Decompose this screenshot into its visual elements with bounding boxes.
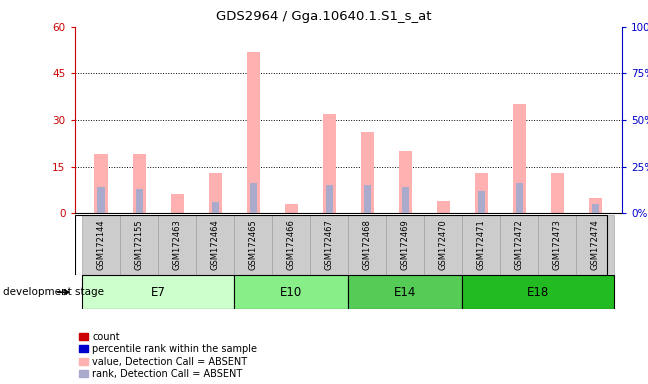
FancyBboxPatch shape	[349, 215, 386, 275]
FancyBboxPatch shape	[158, 215, 196, 275]
Bar	[95, 154, 108, 213]
Text: E7: E7	[151, 286, 166, 299]
Text: development stage: development stage	[3, 287, 104, 297]
Text: GSM172468: GSM172468	[363, 219, 372, 270]
FancyBboxPatch shape	[82, 215, 120, 275]
FancyBboxPatch shape	[424, 215, 463, 275]
FancyBboxPatch shape	[272, 215, 310, 275]
Text: GSM172469: GSM172469	[401, 219, 410, 270]
FancyBboxPatch shape	[577, 215, 614, 275]
Bar	[478, 191, 485, 213]
FancyBboxPatch shape	[349, 275, 463, 309]
Bar	[135, 189, 143, 213]
Bar	[589, 198, 602, 213]
FancyBboxPatch shape	[310, 215, 349, 275]
Text: GSM172474: GSM172474	[591, 219, 600, 270]
Text: GSM172472: GSM172472	[515, 219, 524, 270]
Text: E18: E18	[527, 286, 550, 299]
Text: E10: E10	[280, 286, 303, 299]
Bar	[284, 204, 298, 213]
FancyBboxPatch shape	[234, 275, 349, 309]
Bar	[249, 183, 257, 213]
Bar	[592, 204, 599, 213]
FancyBboxPatch shape	[82, 275, 234, 309]
Bar	[132, 154, 146, 213]
Text: GSM172466: GSM172466	[287, 219, 295, 270]
FancyBboxPatch shape	[120, 215, 158, 275]
Bar	[97, 187, 105, 213]
Text: GSM172471: GSM172471	[477, 219, 486, 270]
FancyBboxPatch shape	[463, 215, 500, 275]
Legend: count, percentile rank within the sample, value, Detection Call = ABSENT, rank, : count, percentile rank within the sample…	[80, 332, 257, 379]
Text: GSM172463: GSM172463	[172, 219, 181, 270]
FancyBboxPatch shape	[386, 215, 424, 275]
Bar	[475, 173, 488, 213]
FancyBboxPatch shape	[196, 215, 234, 275]
Text: GDS2964 / Gga.10640.1.S1_s_at: GDS2964 / Gga.10640.1.S1_s_at	[216, 10, 432, 23]
FancyBboxPatch shape	[538, 215, 577, 275]
FancyBboxPatch shape	[234, 215, 272, 275]
Text: GSM172470: GSM172470	[439, 219, 448, 270]
Bar	[364, 185, 371, 213]
Bar	[170, 195, 184, 213]
Text: GSM172467: GSM172467	[325, 219, 334, 270]
Bar	[326, 185, 333, 213]
Text: GSM172155: GSM172155	[135, 220, 144, 270]
Bar	[516, 183, 523, 213]
Bar	[211, 202, 219, 213]
Bar	[513, 104, 526, 213]
Bar	[551, 173, 564, 213]
Text: GSM172144: GSM172144	[97, 220, 106, 270]
Bar	[399, 151, 412, 213]
Bar	[402, 187, 409, 213]
Bar	[323, 114, 336, 213]
FancyBboxPatch shape	[500, 215, 538, 275]
Text: GSM172465: GSM172465	[249, 219, 258, 270]
Bar	[209, 173, 222, 213]
Bar	[437, 201, 450, 213]
FancyBboxPatch shape	[463, 275, 614, 309]
Text: E14: E14	[394, 286, 417, 299]
Bar	[361, 132, 374, 213]
Text: GSM172473: GSM172473	[553, 219, 562, 270]
Bar	[247, 52, 260, 213]
Text: GSM172464: GSM172464	[211, 219, 220, 270]
